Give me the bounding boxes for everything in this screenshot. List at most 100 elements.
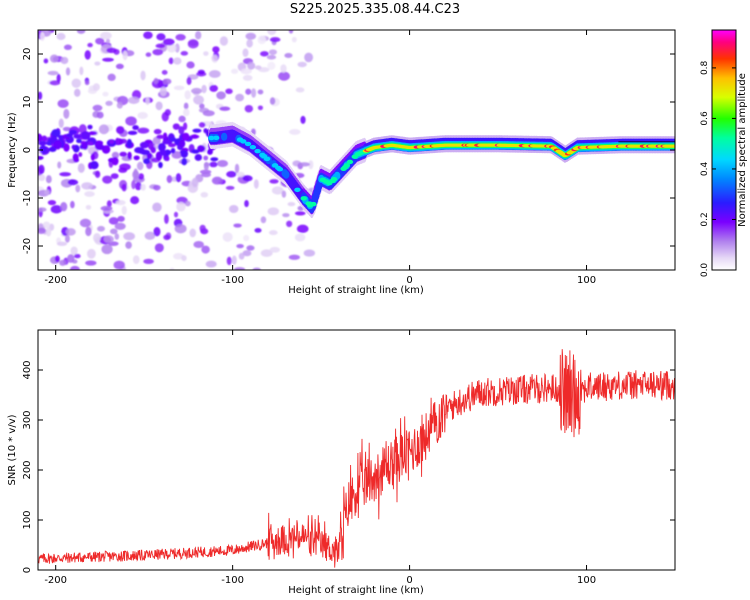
- noise-blob: [111, 156, 119, 166]
- noise-blob: [103, 235, 114, 243]
- spectrogram-y-label: Frequency (Hz): [7, 112, 18, 188]
- noise-blob: [115, 63, 124, 70]
- noise-blob: [153, 227, 161, 237]
- noise-blob: [186, 77, 192, 85]
- noise-blob: [202, 110, 215, 117]
- noise-blob: [173, 85, 185, 91]
- noise-blob: [45, 175, 52, 184]
- noise-blob: [298, 162, 311, 167]
- noise-blob: [244, 199, 249, 208]
- noise-blob: [297, 61, 307, 68]
- noise-blob: [159, 86, 167, 97]
- noise-blob: [217, 159, 229, 168]
- noise-blob: [229, 204, 239, 214]
- noise-blob: [58, 118, 64, 129]
- noise-blob: [194, 153, 202, 161]
- noise-blob: [201, 172, 211, 178]
- noise-blob: [245, 88, 252, 95]
- noise-blob: [106, 47, 117, 54]
- noise-blob: [132, 170, 140, 180]
- noise-blob: [216, 91, 226, 100]
- noise-blob: [136, 161, 144, 171]
- noise-blob: [54, 255, 60, 263]
- noise-blob: [85, 260, 97, 266]
- colorbar-tick-label: 0.0: [700, 263, 710, 278]
- noise-blob: [174, 43, 180, 53]
- noise-blob: [155, 43, 166, 49]
- noise-blob: [87, 42, 93, 48]
- noise-blob: [45, 227, 52, 237]
- x-tick-label: 0: [406, 575, 412, 586]
- noise-blob: [254, 65, 262, 70]
- noise-blob: [70, 200, 75, 209]
- noise-blob: [240, 68, 252, 75]
- noise-blob: [226, 256, 232, 266]
- noise-blob: [207, 148, 213, 155]
- noise-blob: [226, 171, 237, 178]
- noise-blob: [183, 108, 190, 117]
- noise-blob: [63, 44, 72, 51]
- noise-blob: [77, 163, 85, 173]
- noise-blob: [180, 149, 189, 158]
- y-tick-label: 0: [22, 567, 33, 573]
- noise-blob: [84, 80, 90, 86]
- noise-blob: [49, 54, 59, 63]
- noise-blob: [115, 137, 120, 145]
- noise-blob: [93, 232, 101, 243]
- noise-blob: [193, 240, 204, 249]
- noise-blob: [137, 127, 150, 134]
- noise-blob: [113, 260, 125, 270]
- noise-blob: [243, 234, 250, 242]
- noise-blob: [245, 32, 257, 40]
- noise-blob: [47, 70, 59, 76]
- noise-blob: [108, 217, 119, 225]
- noise-blob: [97, 225, 105, 232]
- noise-blob: [131, 180, 136, 190]
- x-tick-label: 100: [577, 275, 596, 286]
- noise-blob: [114, 233, 120, 240]
- noise-blob: [133, 155, 140, 161]
- noise-blob: [51, 129, 61, 138]
- snr-plot-area: [38, 349, 675, 568]
- noise-blob: [130, 196, 140, 205]
- noise-blob: [303, 249, 316, 257]
- noise-blob: [269, 97, 276, 105]
- noise-blob: [173, 57, 182, 65]
- noise-blob: [87, 124, 93, 130]
- noise-blob: [219, 106, 231, 111]
- noise-blob: [247, 61, 256, 70]
- noise-blob: [172, 123, 180, 130]
- noise-field: [38, 30, 318, 270]
- noise-blob: [38, 207, 47, 212]
- colorbar-gradient: [711, 29, 737, 271]
- noise-blob: [127, 151, 132, 160]
- noise-blob: [76, 138, 82, 144]
- noise-blob: [140, 183, 146, 191]
- y-tick-label: 10: [22, 96, 33, 109]
- noise-blob: [71, 78, 82, 88]
- noise-blob: [74, 253, 81, 259]
- ridge-cell: [343, 163, 350, 168]
- noise-blob: [90, 153, 95, 161]
- noise-blob: [156, 134, 165, 140]
- noise-blob: [173, 211, 179, 218]
- noise-blob: [79, 66, 84, 76]
- noise-blob: [211, 176, 223, 185]
- noise-blob: [268, 230, 278, 236]
- noise-blob: [168, 143, 176, 148]
- y-tick-label: -20: [22, 238, 33, 254]
- noise-blob: [152, 202, 162, 213]
- noise-blob: [92, 104, 103, 112]
- noise-blob: [71, 144, 76, 150]
- noise-blob: [174, 224, 187, 234]
- noise-blob: [132, 125, 139, 131]
- snr-y-axis: 0 100 200 300 400: [22, 360, 675, 573]
- colorbar-tick-label: 0.8: [700, 60, 710, 75]
- noise-blob: [62, 126, 72, 132]
- ridge-cell: [346, 159, 354, 165]
- noise-blob: [158, 161, 163, 169]
- noise-blob: [234, 267, 246, 270]
- ridge-cell: [671, 144, 675, 148]
- noise-blob: [38, 133, 43, 142]
- ridge-cell: [220, 132, 228, 141]
